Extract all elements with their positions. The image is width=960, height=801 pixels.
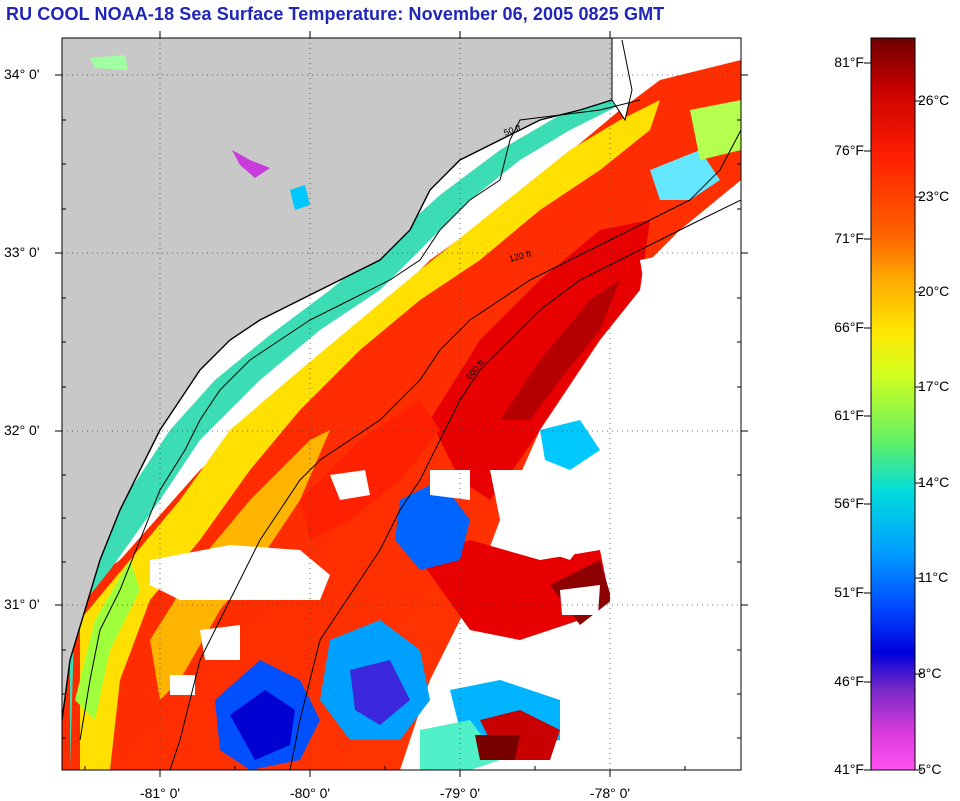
land-mass <box>62 38 612 720</box>
longitude-label: -78° 0' <box>589 785 631 801</box>
coastline <box>62 99 613 721</box>
colorbar-fahrenheit-label: 71°F <box>834 230 864 246</box>
map-frame <box>61 37 742 771</box>
colorbar-celsius-label: 8°C <box>918 665 942 681</box>
isobath-600ft <box>289 199 741 770</box>
mid-temperature-band <box>80 100 660 770</box>
colorbar-fahrenheit-label: 81°F <box>834 54 864 70</box>
colorbar-fahrenheit-label: 66°F <box>834 319 864 335</box>
colorbar-fahrenheit-label: 61°F <box>834 407 864 423</box>
colorbar-fahrenheit-label: 46°F <box>834 673 864 689</box>
map-panel: 50 ft 120 ft 600 ft <box>62 38 741 770</box>
coastal-cool-band <box>70 95 620 770</box>
latitude-label: 33° 0' <box>4 244 40 260</box>
colorbar-celsius-label: 20°C <box>918 283 950 299</box>
isobath-120ft <box>169 129 741 770</box>
colorbar-fahrenheit-label: 56°F <box>834 495 864 511</box>
colorbar-celsius-label: 14°C <box>918 474 950 490</box>
colorbar <box>870 37 916 771</box>
colorbar-fahrenheit-label: 51°F <box>834 584 864 600</box>
colorbar-celsius-label: 17°C <box>918 378 950 394</box>
colorbar-celsius-label: 5°C <box>918 761 942 777</box>
colorbar-celsius-label: 11°C <box>918 569 949 585</box>
colorbar-fahrenheit-label: 76°F <box>834 142 864 158</box>
isobath-50ft <box>79 99 641 741</box>
colorbar-fahrenheit-label: 41°F <box>834 761 864 777</box>
map-title: RU COOL NOAA-18 Sea Surface Temperature:… <box>6 4 665 24</box>
cloud-cover <box>150 545 330 600</box>
latitude-label: 32° 0' <box>4 422 40 438</box>
colorbar-celsius-label: 23°C <box>918 188 950 204</box>
longitude-label: -81° 0' <box>139 785 181 801</box>
colorbar-celsius-label: 26°C <box>918 92 950 108</box>
latitude-label: 31° 0' <box>4 596 40 612</box>
longitude-label: -79° 0' <box>439 785 481 801</box>
latitude-label: 34° 0' <box>4 66 40 82</box>
longitude-label: -80° 0' <box>289 785 331 801</box>
